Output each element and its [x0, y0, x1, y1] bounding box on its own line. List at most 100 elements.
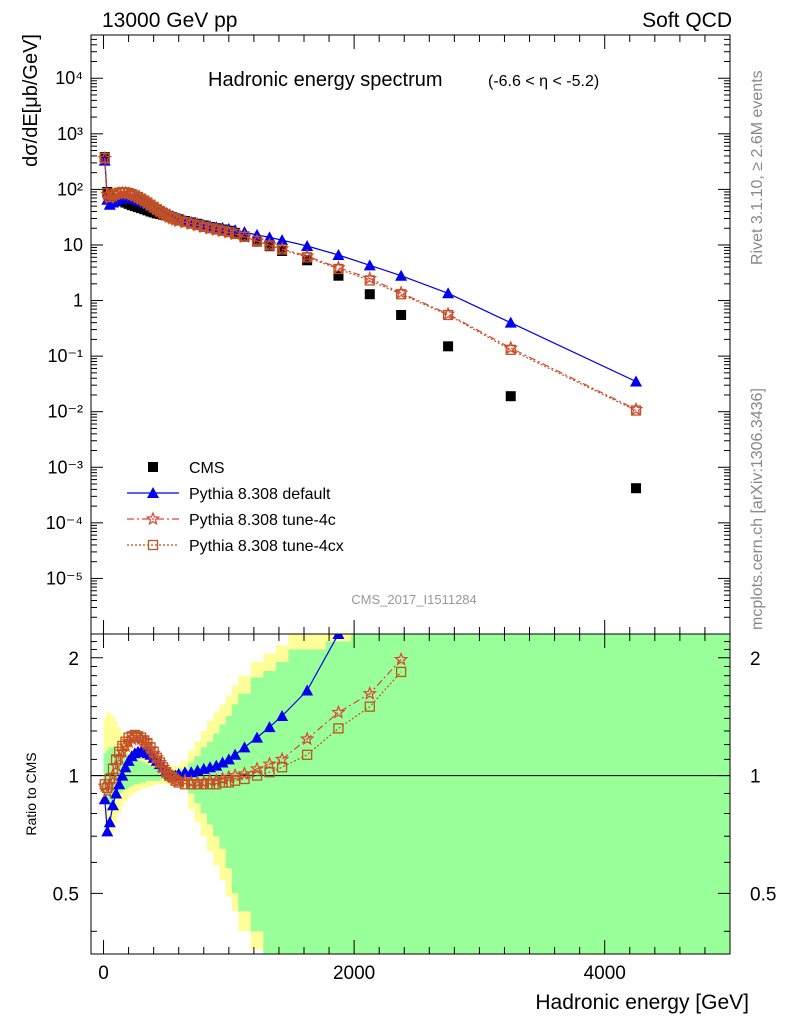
main-chart-title-suffix: (-6.6 < η < -5.2): [488, 73, 599, 90]
ratio-point: [299, 731, 315, 746]
data-point: [154, 206, 166, 217]
ratio-plot-panel: 0.5 0.5 1 1 2 2 0 2000 4000 Ratio to CMS Hadron…: [23, 633, 776, 1014]
data-point: [504, 316, 517, 328]
data-point: [301, 239, 314, 251]
stat-uncertainty-band: [103, 634, 730, 954]
ratio-point: [238, 741, 251, 753]
data-point: [395, 269, 408, 281]
ratio-point: [301, 749, 313, 760]
main-y-tick-label: 10⁻³: [47, 457, 83, 477]
ratio-point: [110, 787, 123, 799]
data-point: [364, 289, 375, 300]
ratio-point: [186, 779, 197, 790]
data-point: [132, 191, 144, 203]
ratio-point: [106, 799, 119, 811]
data-point: [630, 405, 642, 416]
ratio-point: [103, 816, 116, 828]
ratio-point: [216, 756, 229, 768]
data-point: [301, 252, 313, 263]
data-point: [192, 219, 203, 231]
main-y-tick-label: 10²: [57, 179, 83, 199]
ratio-point: [276, 762, 288, 773]
legend-item: Pythia 8.308 tune-4cx: [127, 538, 344, 555]
data-point: [167, 212, 178, 224]
main-y-tick-label: 10³: [57, 124, 83, 144]
ratio-y-tick-label-left: 1: [68, 767, 79, 788]
ratio-point: [119, 761, 132, 773]
data-point: [396, 309, 407, 320]
series-pythia-8-308-tune-4cx: [99, 152, 642, 416]
ratio-y-tick-label-right: 2: [750, 649, 761, 670]
legend-marker: [145, 511, 161, 526]
data-point: [173, 215, 184, 226]
ratio-point: [101, 825, 114, 837]
ratio-x-axis: 0 2000 4000: [98, 634, 706, 984]
legend-item: Pythia 8.308 default: [127, 486, 331, 503]
legend-marker: [148, 462, 158, 472]
main-x-axis: [103, 35, 706, 634]
ratio-point: [98, 793, 111, 805]
main-y-tick-label: 1: [73, 291, 83, 311]
main-y-tick-label: 10⁴: [55, 68, 83, 88]
ratio-point: [333, 723, 344, 734]
data-point: [198, 221, 209, 232]
ratio-y-tick-label-right: 0.5: [750, 884, 776, 905]
data-point: [631, 483, 642, 494]
header-right-label: Soft QCD: [642, 9, 732, 32]
main-plot-panel: 10⁻⁵ 10⁻⁴ 10⁻³ 10⁻² 10⁻¹ 1 10 10² 10³ 10⁴ Hadroni…: [20, 34, 731, 635]
ratio-point: [222, 753, 235, 765]
ratio-point: [209, 773, 224, 787]
ratio-point: [192, 779, 203, 790]
ratio-point: [114, 746, 125, 757]
data-point: [332, 249, 345, 261]
ratio-pythia-8-308-tune-4cx: [99, 666, 407, 794]
ratio-point: [215, 771, 230, 786]
ratio-point: [239, 773, 250, 785]
ratio-series-group: [97, 634, 409, 837]
data-point: [251, 235, 263, 247]
legend-marker: [147, 539, 159, 551]
legend-item: CMS: [148, 460, 225, 477]
ratio-point: [104, 773, 115, 785]
ratio-point: [229, 748, 242, 760]
data-point: [135, 193, 147, 204]
ratio-y-tick-label-left: 0.5: [53, 884, 79, 905]
ratio-point: [364, 701, 375, 712]
ratio-point: [393, 651, 409, 666]
ratio-point: [148, 746, 159, 757]
data-point: [442, 287, 455, 299]
main-y-tick-label: 10⁻⁵: [46, 568, 83, 588]
data-point: [217, 225, 228, 236]
mcplots-label: mcplots.cern.ch [arXiv:1306.3436]: [749, 388, 766, 630]
data-point: [99, 152, 110, 164]
legend: CMS Pythia 8.308 default Pythia 8.308 tune…: [127, 460, 344, 555]
x-tick-label: 0: [98, 963, 109, 984]
ratio-point: [116, 769, 129, 781]
data-point: [179, 216, 191, 228]
data-point: [223, 227, 234, 238]
main-y-tick-label: 10⁻²: [47, 402, 83, 422]
header-left-label: 13000 GeV pp: [102, 9, 237, 32]
data-point: [264, 240, 275, 251]
main-chart-title: Hadronic energy spectrum: [208, 69, 443, 91]
main-y-tick-label: 10: [63, 235, 83, 255]
data-point: [333, 270, 344, 281]
ratio-point: [332, 634, 345, 639]
ratio-point: [139, 735, 150, 746]
legend-marker: [147, 487, 159, 498]
ratio-point: [227, 767, 243, 782]
data-point: [239, 231, 250, 243]
main-y-axis: 10⁻⁵ 10⁻⁴ 10⁻³ 10⁻² 10⁻¹ 1 10 10² 10³ 10⁴: [46, 34, 730, 618]
ratio-point: [274, 751, 290, 766]
ratio-point: [251, 731, 264, 743]
ratio-point: [264, 767, 275, 778]
ratio-point: [198, 779, 209, 790]
ratio-point: [262, 756, 277, 771]
ratio-y-tick-label-right: 1: [750, 767, 761, 788]
ratio-point: [164, 770, 175, 781]
ratio-uncertainty-bands: [103, 634, 730, 954]
data-point: [630, 375, 643, 387]
ratio-point: [217, 777, 228, 788]
legend-label: Pythia 8.308 tune-4c: [189, 512, 336, 529]
